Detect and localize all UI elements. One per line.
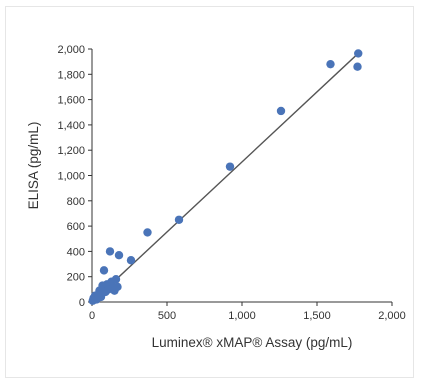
y-tick-label: 2,000 xyxy=(57,44,85,56)
axes xyxy=(91,49,392,303)
data-point xyxy=(354,49,363,58)
data-point xyxy=(353,62,362,71)
data-point xyxy=(113,282,122,292)
y-tick-label: 1,800 xyxy=(57,69,85,81)
y-tick-label: 1,200 xyxy=(57,145,85,157)
x-axis-title: Luminex® xMAP® Assay (pg/mL) xyxy=(152,335,353,350)
data-point xyxy=(111,275,121,284)
x-tick-label: 1,500 xyxy=(303,310,331,322)
data-point xyxy=(326,59,335,69)
data-point xyxy=(143,228,152,237)
y-tick-label: 0 xyxy=(79,297,85,309)
y-tick-label: 1,400 xyxy=(57,120,85,132)
x-tick-label: 2,000 xyxy=(378,310,406,322)
data-point xyxy=(114,250,124,260)
data-point xyxy=(276,106,286,116)
data-points xyxy=(88,49,363,305)
data-point xyxy=(126,256,136,265)
y-tick-label: 400 xyxy=(67,246,85,258)
y-tick-label: 200 xyxy=(67,272,85,284)
y-axis-title: ELISA (pg/mL) xyxy=(26,122,41,210)
y-ticks: 0 200 400 600 800 1,000 1,200 1,400 1,600 1,800 2,… xyxy=(57,44,92,309)
y-tick-label: 800 xyxy=(67,196,85,208)
regression-line xyxy=(91,53,358,303)
x-tick-label: 1,000 xyxy=(228,310,256,322)
x-ticks: 0 500 1,000 1,500 2,000 xyxy=(89,302,406,322)
x-tick-label: 0 xyxy=(89,310,95,322)
data-point xyxy=(174,215,184,224)
y-tick-label: 1,600 xyxy=(57,95,85,107)
y-tick-label: 1,000 xyxy=(57,171,85,183)
y-tick-label: 600 xyxy=(67,221,85,233)
x-tick-label: 500 xyxy=(158,310,176,322)
data-point xyxy=(105,247,115,256)
data-point xyxy=(99,266,109,275)
data-point xyxy=(225,162,235,171)
